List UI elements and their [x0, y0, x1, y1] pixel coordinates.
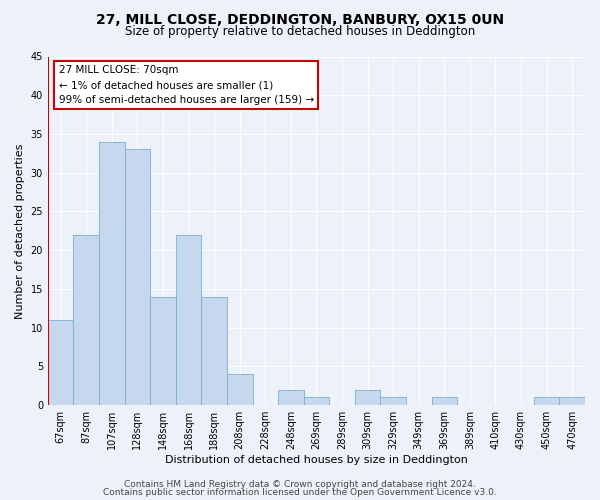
Bar — [304, 398, 329, 405]
Bar — [202, 296, 227, 405]
Bar — [125, 150, 150, 405]
Bar — [278, 390, 304, 405]
X-axis label: Distribution of detached houses by size in Deddington: Distribution of detached houses by size … — [165, 455, 468, 465]
Bar — [355, 390, 380, 405]
Bar — [150, 296, 176, 405]
Bar — [73, 234, 99, 405]
Bar — [534, 398, 559, 405]
Text: 27 MILL CLOSE: 70sqm
← 1% of detached houses are smaller (1)
99% of semi-detache: 27 MILL CLOSE: 70sqm ← 1% of detached ho… — [59, 65, 314, 105]
Bar — [99, 142, 125, 405]
Y-axis label: Number of detached properties: Number of detached properties — [15, 143, 25, 318]
Bar — [380, 398, 406, 405]
Text: Size of property relative to detached houses in Deddington: Size of property relative to detached ho… — [125, 25, 475, 38]
Text: 27, MILL CLOSE, DEDDINGTON, BANBURY, OX15 0UN: 27, MILL CLOSE, DEDDINGTON, BANBURY, OX1… — [96, 12, 504, 26]
Bar — [431, 398, 457, 405]
Bar — [48, 320, 73, 405]
Text: Contains HM Land Registry data © Crown copyright and database right 2024.: Contains HM Land Registry data © Crown c… — [124, 480, 476, 489]
Bar — [559, 398, 585, 405]
Bar — [227, 374, 253, 405]
Text: Contains public sector information licensed under the Open Government Licence v3: Contains public sector information licen… — [103, 488, 497, 497]
Bar — [176, 234, 202, 405]
